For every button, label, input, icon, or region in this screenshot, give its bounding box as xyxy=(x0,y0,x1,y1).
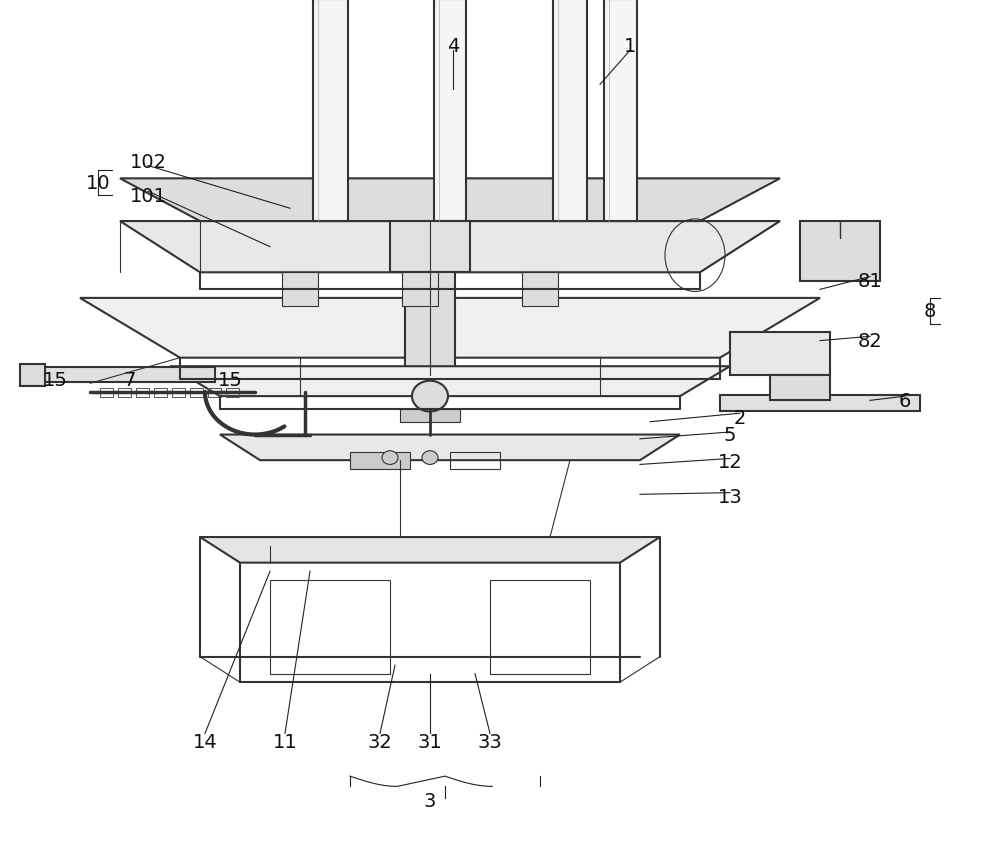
Bar xyxy=(270,580,390,674)
Bar xyxy=(402,273,438,307)
Polygon shape xyxy=(80,299,820,358)
Polygon shape xyxy=(120,222,780,273)
Bar xyxy=(208,389,221,397)
Bar xyxy=(350,452,410,469)
Text: 82: 82 xyxy=(858,332,882,351)
Text: 101: 101 xyxy=(130,187,166,206)
Bar xyxy=(154,389,167,397)
Text: 3: 3 xyxy=(424,791,436,809)
Text: 1: 1 xyxy=(624,38,636,56)
Circle shape xyxy=(382,451,398,465)
Text: 8: 8 xyxy=(924,302,936,321)
Bar xyxy=(490,580,590,674)
Text: 4: 4 xyxy=(447,38,459,56)
Text: 13: 13 xyxy=(718,487,742,506)
Circle shape xyxy=(422,451,438,465)
Text: 81: 81 xyxy=(858,272,882,291)
Bar xyxy=(282,273,318,307)
Text: 7: 7 xyxy=(124,370,136,389)
Polygon shape xyxy=(170,367,730,397)
Text: 32: 32 xyxy=(368,733,392,751)
Text: 14: 14 xyxy=(193,733,217,751)
Polygon shape xyxy=(220,435,680,461)
Text: 2: 2 xyxy=(734,409,746,427)
Text: 33: 33 xyxy=(478,733,502,751)
Text: 10: 10 xyxy=(86,174,110,193)
Bar xyxy=(136,389,149,397)
Bar xyxy=(800,222,880,281)
Text: 6: 6 xyxy=(899,392,911,410)
Bar xyxy=(553,0,587,222)
Bar xyxy=(25,368,215,383)
Bar xyxy=(226,389,239,397)
Bar xyxy=(100,389,113,397)
Polygon shape xyxy=(200,537,660,563)
Text: 31: 31 xyxy=(418,733,442,751)
Text: 11: 11 xyxy=(273,733,297,751)
Bar xyxy=(172,389,185,397)
Bar xyxy=(450,452,500,469)
Bar xyxy=(405,273,455,375)
Bar xyxy=(730,333,830,375)
Text: 102: 102 xyxy=(130,153,166,171)
Text: 15: 15 xyxy=(43,370,67,389)
Bar xyxy=(190,389,203,397)
Bar xyxy=(770,375,830,401)
Text: 12: 12 xyxy=(718,453,742,472)
Bar xyxy=(20,364,45,386)
Text: 5: 5 xyxy=(724,426,736,444)
Circle shape xyxy=(412,381,448,412)
Bar xyxy=(604,0,637,222)
Bar xyxy=(720,396,920,411)
Bar xyxy=(434,0,466,222)
Text: 15: 15 xyxy=(218,370,242,389)
Bar xyxy=(118,389,131,397)
Bar xyxy=(522,273,558,307)
Bar xyxy=(390,222,470,273)
Bar xyxy=(312,0,348,222)
Bar xyxy=(400,409,460,422)
Polygon shape xyxy=(120,179,780,222)
